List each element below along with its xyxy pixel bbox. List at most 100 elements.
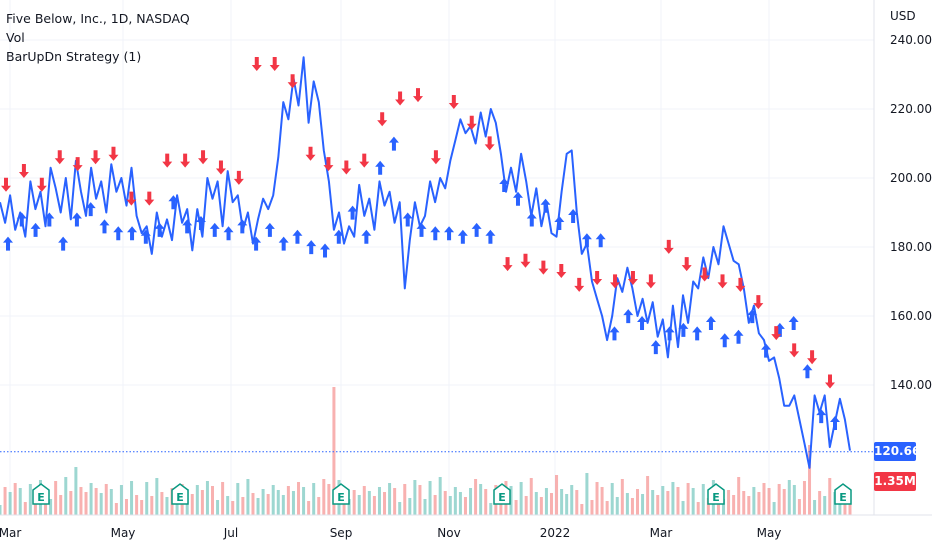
- volume-bar: [297, 482, 301, 515]
- buy-signal-arrow: [416, 222, 427, 237]
- volume-bar: [737, 477, 741, 515]
- sell-signal-arrow: [341, 160, 352, 175]
- volume-bar: [580, 504, 584, 515]
- sell-signal-arrow: [126, 191, 137, 206]
- sell-signal-arrow: [233, 170, 244, 185]
- y-tick-label: 240.00: [890, 33, 932, 47]
- sell-signal-arrow: [663, 239, 674, 254]
- strategy-indicator-label[interactable]: BarUpDn Strategy (1): [6, 49, 142, 64]
- price-series-line: [0, 56, 851, 469]
- volume-bar: [302, 487, 306, 515]
- earnings-label: E: [337, 491, 345, 504]
- volume-bar: [555, 475, 559, 515]
- volume-bar: [221, 482, 225, 515]
- sell-signal-arrow: [1, 177, 11, 192]
- y-tick-label: 160.00: [890, 309, 932, 323]
- buy-signal-arrow: [361, 229, 372, 244]
- volume-bar: [661, 486, 665, 515]
- buy-signal-arrow: [140, 229, 151, 244]
- buy-signal-arrow: [623, 309, 634, 324]
- sell-signal-arrow: [627, 270, 638, 285]
- buy-signal-arrow: [264, 222, 275, 237]
- volume-bar: [49, 499, 53, 515]
- volume-bar: [570, 485, 574, 515]
- volume-bar: [276, 490, 280, 515]
- volume-bar: [23, 502, 27, 515]
- volume-bar: [372, 496, 376, 515]
- volume-bar: [266, 494, 270, 515]
- buy-signal-arrow: [320, 243, 331, 258]
- x-tick-label: May: [111, 526, 136, 540]
- volume-bar: [281, 495, 285, 515]
- volume-bar: [539, 497, 543, 515]
- volume-bar: [595, 482, 599, 515]
- symbol-title[interactable]: Five Below, Inc., 1D, NASDAQ: [6, 11, 190, 26]
- buy-signal-arrow: [802, 364, 813, 379]
- volume-bar: [109, 489, 113, 515]
- volume-bar: [3, 487, 7, 515]
- volume-bar: [469, 488, 473, 515]
- volume-bar: [620, 479, 624, 515]
- sell-signal-arrow: [502, 257, 513, 272]
- volume-bar: [393, 488, 397, 515]
- volume-bar: [565, 494, 569, 515]
- volume-bar: [362, 486, 366, 515]
- volume-bar: [757, 492, 761, 515]
- sell-signal-arrow: [825, 374, 835, 389]
- volume-bar: [271, 485, 275, 515]
- buy-signal-arrow: [568, 209, 579, 224]
- earnings-icon[interactable]: E: [493, 483, 511, 505]
- volume-bar: [767, 488, 771, 515]
- volume-bar: [722, 499, 726, 515]
- volume-bar: [544, 488, 548, 515]
- earnings-icon[interactable]: E: [707, 483, 725, 505]
- sell-signal-arrow: [538, 260, 549, 275]
- volume-bar: [782, 489, 786, 515]
- volume-bar: [823, 496, 827, 515]
- buy-signal-arrow: [485, 229, 496, 244]
- buy-signal-arrow: [375, 160, 386, 175]
- volume-bar: [145, 482, 149, 515]
- volume-bar: [418, 485, 422, 515]
- volume-bar: [119, 485, 123, 515]
- volume-bar: [605, 501, 609, 515]
- volume-indicator-label[interactable]: Vol: [6, 30, 25, 45]
- buy-signal-arrow: [650, 340, 661, 355]
- y-tick-label: 140.00: [890, 378, 932, 392]
- buy-signal-arrow: [402, 212, 413, 227]
- earnings-icon[interactable]: E: [32, 483, 50, 505]
- volume-bar: [686, 483, 690, 515]
- volume-bar: [261, 489, 265, 515]
- buy-signal-arrow: [58, 236, 69, 251]
- buy-signal-arrow: [85, 202, 96, 217]
- volume-bar: [438, 477, 442, 515]
- sell-signal-arrow: [753, 295, 764, 310]
- volume-bar: [651, 490, 655, 515]
- price-axis[interactable]: 240.00 220.00 200.00 180.00 160.00 140.00: [890, 33, 932, 392]
- volume-bar: [307, 501, 311, 515]
- sell-signal-arrow: [162, 153, 173, 168]
- volume-bar: [8, 492, 12, 515]
- buy-signal-arrow: [30, 222, 41, 237]
- volume-bar: [813, 500, 817, 515]
- volume-bar: [560, 489, 564, 515]
- currency-label[interactable]: USD: [890, 9, 916, 23]
- earnings-icon[interactable]: E: [834, 483, 852, 505]
- sell-signal-arrow: [430, 150, 441, 165]
- time-axis[interactable]: Mar May Jul Sep Nov 2022 Mar May: [0, 526, 781, 540]
- volume-bar: [797, 499, 801, 515]
- volume-bar: [246, 479, 250, 515]
- volume-bar: [79, 487, 83, 515]
- buy-signal-arrow: [719, 333, 730, 348]
- earnings-icon[interactable]: E: [332, 483, 350, 505]
- buy-signal-arrow: [595, 233, 606, 248]
- buy-signal-arrow: [581, 233, 592, 248]
- buy-signal-arrow: [512, 191, 523, 206]
- volume-bar: [636, 489, 639, 515]
- x-tick-label: Sep: [330, 526, 353, 540]
- volume-bar: [641, 494, 645, 515]
- volume-bar: [352, 490, 356, 515]
- earnings-icon[interactable]: E: [171, 483, 189, 505]
